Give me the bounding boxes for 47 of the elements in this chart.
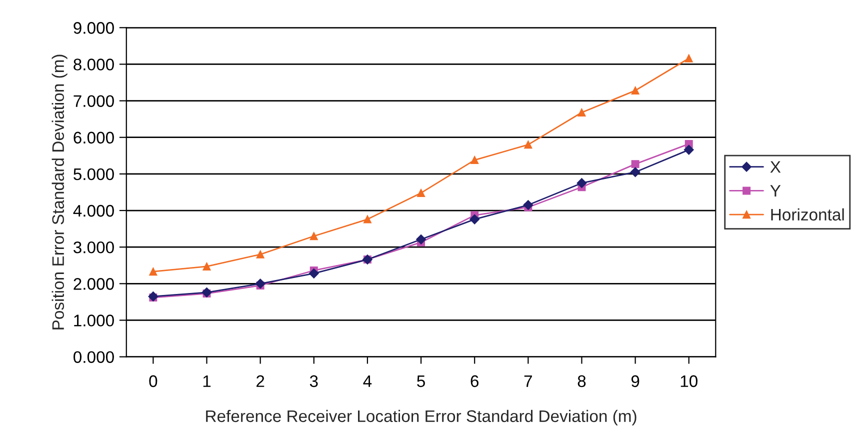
- y-tick-label: 9.000: [74, 22, 114, 34]
- point: [524, 140, 532, 149]
- point: [578, 108, 586, 116]
- y-tick-label: 2.000: [74, 278, 114, 290]
- point: [417, 188, 426, 197]
- point: [256, 250, 264, 258]
- point: [576, 178, 587, 188]
- point: [631, 160, 640, 168]
- x-tick-label: 3: [310, 375, 318, 388]
- legend-label: X: [770, 161, 781, 173]
- x-tick-label: 2: [256, 375, 264, 387]
- y-tick-label: 6.000: [74, 132, 114, 144]
- x-tick-label: 0: [149, 375, 158, 388]
- y-tick-label: 3.000: [74, 241, 114, 254]
- legend-label: Horizontal: [771, 208, 844, 221]
- x-tick-label: 10: [680, 375, 698, 388]
- legend-label: Y: [770, 185, 781, 197]
- x-tick-label: 9: [631, 375, 640, 388]
- point: [202, 262, 211, 270]
- x-tick-label: 8: [578, 375, 586, 388]
- point: [684, 144, 694, 155]
- point: [630, 167, 640, 178]
- y-tick-label: 1.000: [74, 314, 114, 326]
- point: [363, 215, 372, 224]
- x-tick-label: 5: [417, 375, 425, 388]
- point: [523, 200, 534, 210]
- x-tick-label: 7: [524, 375, 532, 387]
- point: [149, 268, 158, 276]
- point: [470, 214, 480, 224]
- y-tick-label: 5.000: [74, 168, 114, 180]
- point: [684, 54, 693, 62]
- point: [631, 86, 640, 95]
- y-axis-title: Position Error Standard Deviation (m): [52, 54, 68, 330]
- x-axis-title: Reference Receiver Location Error Standard Deviation (m): [206, 410, 636, 426]
- point: [416, 234, 426, 244]
- y-tick-label: 4.000: [73, 204, 114, 217]
- x-tick-label: 6: [470, 375, 478, 388]
- point: [255, 278, 266, 289]
- x-tick-label: 1: [203, 375, 211, 387]
- x-tick-label: 4: [363, 375, 372, 387]
- point: [470, 156, 479, 164]
- y-tick-label: 0.000: [74, 351, 114, 364]
- point: [310, 232, 318, 240]
- point: [308, 268, 319, 278]
- y-tick-label: 8.000: [74, 58, 114, 70]
- y-tick-label: 7.000: [74, 95, 114, 107]
- point: [202, 287, 212, 298]
